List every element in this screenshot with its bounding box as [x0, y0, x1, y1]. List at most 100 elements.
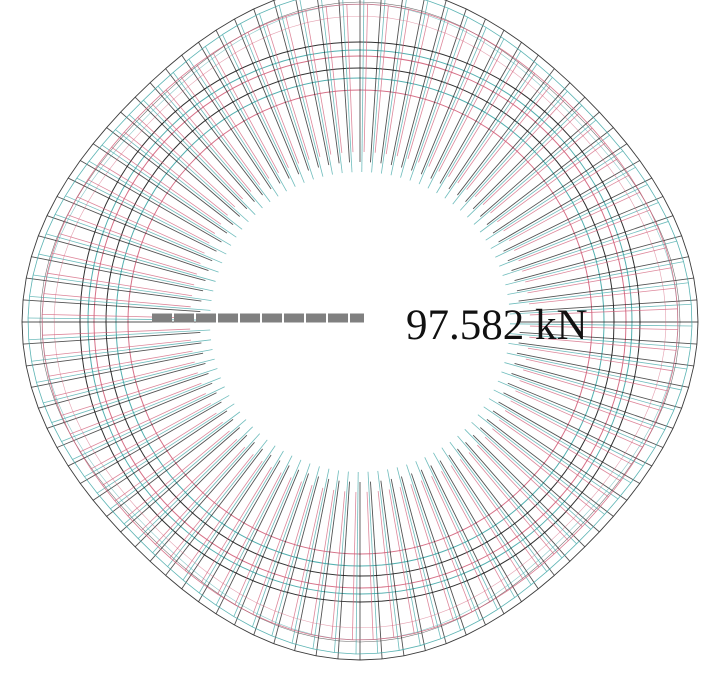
radial-force-line	[54, 361, 195, 397]
radial-force-line	[366, 491, 374, 640]
radial-force-line	[137, 426, 253, 539]
envelope-inner-segment	[516, 557, 533, 570]
envelope-inner-segment	[312, 622, 333, 627]
envelope-segment	[660, 390, 668, 411]
radial-force-line	[511, 373, 674, 429]
envelope-segment	[639, 191, 651, 211]
envelope-inner-segment	[500, 569, 518, 581]
radial-force-line	[149, 82, 255, 203]
envelope-segment	[69, 433, 81, 453]
envelope-segment	[53, 395, 62, 416]
radial-force-line	[229, 41, 289, 168]
radial-force-line	[390, 0, 425, 166]
envelope-inner-segment	[109, 153, 122, 170]
envelope-segment	[521, 588, 539, 603]
envelope-inner-segment	[124, 493, 138, 509]
envelope-segment	[617, 482, 632, 500]
envelope-segment	[92, 500, 107, 517]
envelope-segment	[536, 63, 553, 78]
envelope-segment	[217, 593, 236, 606]
radial-force-line	[457, 435, 563, 559]
envelope-segment	[471, 601, 491, 613]
radial-force-line	[476, 444, 569, 541]
radial-force-line	[120, 111, 241, 217]
radial-force-line	[65, 195, 223, 264]
radial-force-line	[420, 469, 486, 626]
radial-force-line	[522, 369, 661, 411]
radial-force-line	[47, 272, 193, 297]
radial-force-line	[233, 459, 302, 617]
envelope-inner-segment	[406, 20, 427, 27]
envelope-segment	[102, 485, 116, 502]
envelope-segment	[240, 13, 260, 24]
radial-force-line	[400, 476, 447, 644]
radial-force-line	[333, 471, 349, 653]
envelope-segment	[453, 611, 473, 621]
envelope-segment	[613, 127, 628, 144]
envelope-inner-segment	[449, 600, 468, 610]
envelope-segment	[690, 325, 693, 348]
envelope-inner-segment	[367, 15, 388, 19]
radial-force-line	[387, 469, 421, 646]
envelope-segment	[523, 566, 540, 580]
envelope-segment	[595, 496, 609, 513]
radial-force-line	[26, 277, 202, 302]
radial-force-line	[151, 103, 244, 200]
envelope-segment	[137, 103, 152, 118]
envelope-segment	[675, 329, 679, 351]
radial-force-line	[23, 299, 201, 312]
envelope-segment	[41, 335, 45, 356]
envelope-segment	[54, 195, 66, 215]
radial-force-line	[137, 117, 236, 208]
envelope-segment	[37, 215, 48, 236]
envelope-segment	[521, 41, 539, 56]
radial-force-line	[464, 429, 577, 545]
envelope-inner-segment	[327, 16, 348, 19]
radial-force-line	[477, 414, 605, 515]
envelope-inner-segment	[660, 349, 665, 370]
envelope-segment	[184, 570, 202, 584]
envelope-inner-segment	[173, 86, 189, 100]
envelope-segment	[576, 529, 592, 545]
radial-force-line	[486, 127, 614, 225]
envelope-segment	[196, 52, 214, 65]
envelope-segment	[198, 592, 217, 606]
envelope-inner-segment	[121, 139, 134, 155]
envelope-inner-segment	[431, 608, 450, 617]
envelope-inner-segment	[63, 236, 72, 256]
envelope-segment	[233, 616, 253, 628]
envelope-segment	[382, 655, 405, 660]
envelope-inner-segment	[39, 321, 42, 343]
envelope-inner-segment	[538, 547, 554, 561]
envelope-segment	[48, 376, 55, 397]
radial-force-line	[252, 481, 302, 615]
envelope-segment	[466, 29, 486, 40]
radial-force-line	[273, 476, 320, 644]
radial-force-line	[502, 221, 669, 276]
envelope-segment	[101, 129, 116, 146]
radial-force-line	[128, 114, 249, 223]
envelope-segment	[502, 49, 520, 62]
envelope-segment	[181, 41, 199, 56]
envelope-inner-segment	[648, 388, 657, 408]
envelope-segment	[664, 409, 675, 430]
envelope-inner-segment	[359, 640, 381, 643]
radial-force-line	[519, 299, 697, 312]
radial-force-line	[424, 457, 498, 610]
radial-force-line	[143, 99, 256, 215]
radial-force-line	[427, 38, 505, 189]
radial-force-line	[291, 468, 330, 644]
radial-force-line	[169, 454, 254, 558]
envelope-inner-segment	[543, 82, 559, 97]
envelope-segment	[690, 304, 693, 326]
envelope-segment	[188, 46, 206, 60]
envelope-inner-segment	[426, 25, 446, 34]
envelope-segment	[564, 99, 579, 114]
radial-force-line	[155, 446, 246, 545]
envelope-inner-segment	[274, 610, 294, 619]
radial-force-line	[101, 144, 237, 238]
radial-force-line	[52, 252, 195, 286]
envelope-segment	[552, 77, 568, 92]
radial-force-line	[507, 382, 664, 448]
radial-force-line	[165, 448, 263, 576]
